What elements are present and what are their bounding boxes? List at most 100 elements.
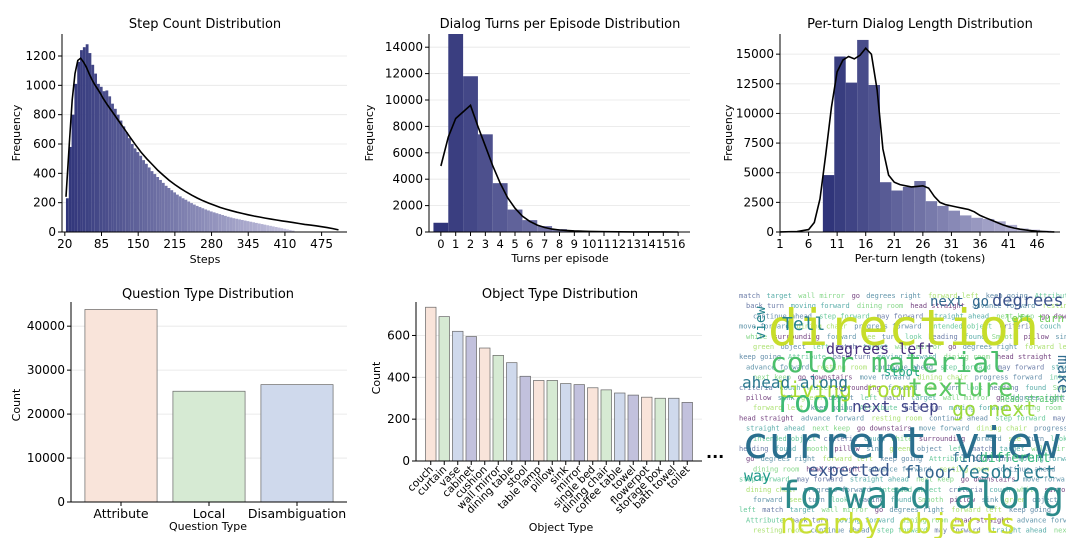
word-cloud-word: white	[746, 333, 767, 341]
word-cloud-word: straight ahead	[988, 527, 1047, 535]
y-tick-label: 0	[415, 225, 423, 239]
word-cloud-word: next keep	[1054, 527, 1080, 535]
x-tick-label: 410	[273, 237, 296, 251]
x-tick-label: 41	[1001, 237, 1016, 251]
word-cloud-word: forward	[972, 435, 1002, 443]
y-tick-label: 2500	[743, 195, 774, 209]
word-cloud-word: progress forward	[975, 374, 1042, 382]
word-cloud-word: wall mirror	[943, 394, 989, 402]
histogram-bar	[291, 230, 295, 232]
histogram-bar	[252, 222, 256, 232]
histogram-bar	[111, 103, 114, 233]
x-tick-label: 12	[611, 237, 626, 251]
y-tick-label: 4000	[392, 172, 423, 186]
word-cloud-word: straight ahead	[746, 425, 805, 433]
word-cloud-word: move forward	[919, 425, 970, 433]
histogram-bar	[221, 214, 224, 232]
x-tick-label: 2	[467, 237, 474, 251]
word-cloud-word: left	[949, 445, 966, 453]
word-cloud-word: keep going	[811, 404, 853, 412]
word-cloud-word: degrees	[992, 291, 1064, 311]
histogram-bar	[144, 163, 148, 232]
histogram-bar	[99, 86, 103, 232]
histogram-bar	[215, 213, 219, 232]
histogram-bar	[88, 53, 92, 232]
histogram-bar	[448, 34, 464, 232]
y-tick-label: 400	[33, 166, 56, 180]
histogram-bar	[463, 76, 478, 233]
histogram-bar	[238, 219, 241, 232]
word-cloud-word: go downstairs	[1041, 312, 1080, 320]
word-cloud-word: Tell	[782, 314, 825, 335]
histogram-bar	[187, 201, 191, 232]
word-cloud-word: see	[789, 496, 802, 504]
histogram-bar	[477, 134, 493, 232]
word-cloud-word: progress forward	[804, 486, 871, 494]
word-cloud-word: green	[1005, 496, 1026, 504]
chart-title: Dialog Turns per Episode Distribution	[440, 17, 681, 32]
word-cloud-word: target	[863, 343, 888, 351]
histogram-bar	[209, 211, 213, 232]
word-cloud-word: match	[884, 394, 905, 402]
word-cloud-word: pillow	[950, 496, 976, 504]
word-cloud-word: dining room	[944, 353, 990, 361]
x-tick-label: 1	[452, 237, 459, 251]
histogram-bar	[181, 198, 185, 232]
chart-title: Step Count Distribution	[129, 17, 281, 32]
word-cloud-word: go	[948, 343, 956, 351]
word-cloud-word: dining chair	[917, 374, 968, 382]
more-ellipsis: ...	[706, 443, 724, 462]
x-tick-label: 9	[571, 237, 578, 251]
category-bar	[681, 402, 693, 462]
x-tick-label: 31	[944, 237, 959, 251]
x-tick-label: 6	[526, 237, 533, 251]
histogram-bar	[159, 179, 162, 232]
chart-title: Per-turn Dialog Length Distribution	[807, 17, 1033, 32]
word-cloud-word: go downstairs	[798, 374, 853, 382]
kde-curve	[779, 46, 1055, 233]
y-tick-label: 800	[33, 108, 56, 122]
histogram-bar	[902, 186, 915, 232]
word-cloud-word: left	[860, 394, 877, 402]
y-tick-label: 0	[766, 225, 774, 239]
x-tick-label: 150	[127, 237, 150, 251]
axes: 0 200 400 600 800 1000 1200 20 85 150 215 280 345 410…	[25, 34, 347, 251]
word-cloud-word: may forward	[1053, 414, 1080, 422]
word-cloud-word: step forward	[739, 476, 790, 484]
y-tick-label: 30000	[27, 363, 65, 377]
histogram-bar	[176, 194, 179, 232]
y-tick-label: 12500	[736, 77, 774, 91]
word-cloud-word: criteria	[949, 486, 983, 494]
x-tick-label: 20	[57, 237, 72, 251]
per-turn-length-chart: Per-turn Dialog Length Distribution 0 250…	[722, 17, 1060, 265]
word-cloud-word: dining room	[902, 516, 948, 524]
y-axis-label: Frequency	[10, 104, 23, 161]
word-cloud-word: way	[744, 467, 771, 485]
histogram-bar	[492, 183, 508, 232]
category-bar	[84, 309, 158, 503]
word-cloud-word: green	[889, 445, 910, 453]
word-cloud-word: criteria	[1000, 323, 1034, 331]
word-cloud-word: found	[1025, 384, 1046, 392]
word-cloud-word: surrounding	[919, 435, 965, 443]
histogram-bar	[85, 44, 89, 233]
category-bar	[425, 306, 437, 462]
histogram-bar	[161, 182, 165, 232]
category-bar	[654, 397, 666, 462]
word-cloud-word: straight ahead	[1051, 363, 1080, 371]
word-cloud-word: current view	[742, 418, 1060, 469]
x-tick-label: 11	[830, 237, 845, 251]
word-cloud-word: expected	[808, 461, 890, 481]
x-tick-label: 280	[200, 237, 223, 251]
x-tick-label: 475	[310, 237, 333, 251]
histogram-bar	[994, 221, 1006, 232]
category-bar	[668, 397, 680, 462]
word-cloud-word: resting room	[1043, 302, 1080, 310]
word-cloud-word: wall mirror	[1031, 445, 1077, 453]
word-cloud-word: match	[739, 292, 760, 300]
histogram-bar	[1005, 224, 1018, 232]
word-cloud-word: criteria	[739, 384, 773, 392]
histogram-bar	[522, 220, 538, 232]
category-bars	[425, 306, 693, 462]
